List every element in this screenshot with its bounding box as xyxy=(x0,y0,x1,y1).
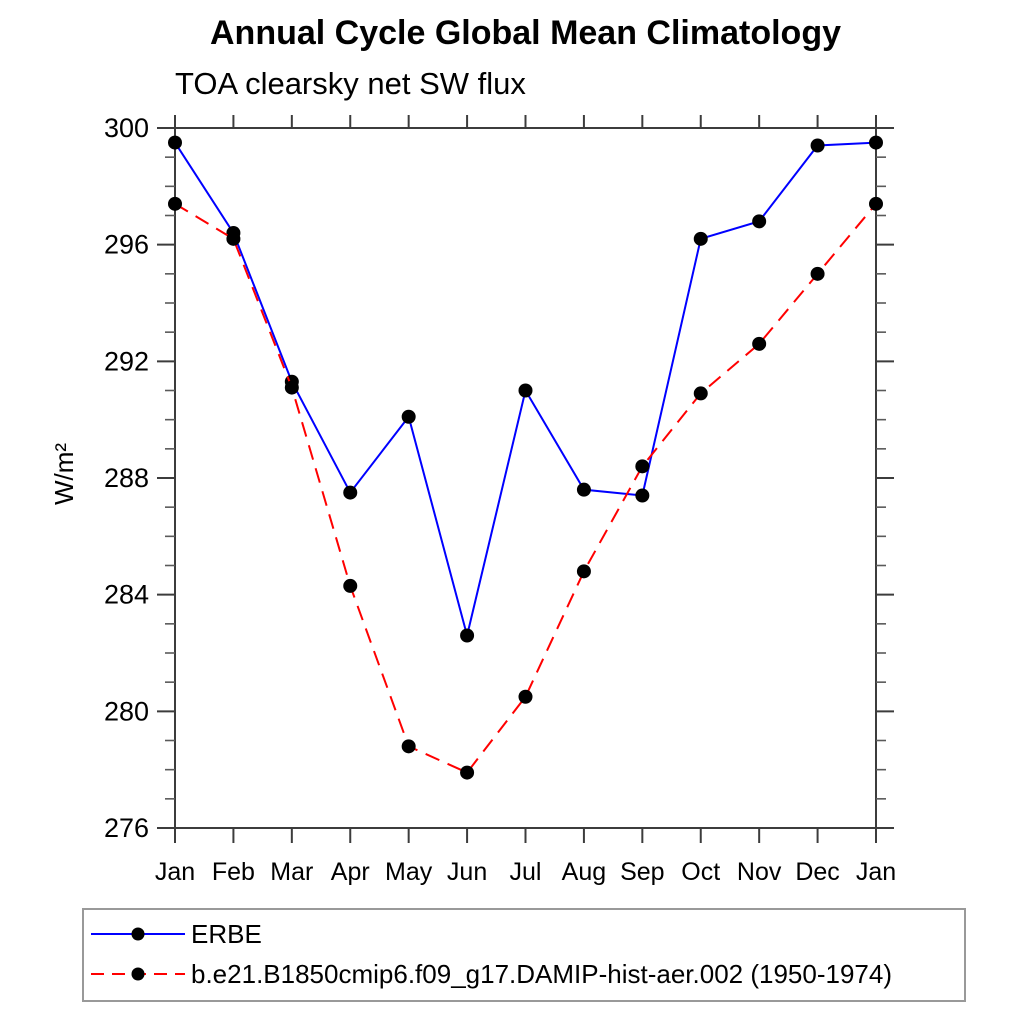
data-point-marker xyxy=(869,196,883,211)
plot-frame xyxy=(174,127,877,829)
y-tick-label: 300 xyxy=(104,113,149,143)
legend-label-model: b.e21.B1850cmip6.f09_g17.DAMIP-hist-aer.… xyxy=(191,958,892,989)
data-point-marker xyxy=(343,578,358,593)
data-point-marker xyxy=(168,135,182,150)
data-point-marker xyxy=(635,459,650,474)
data-point-marker xyxy=(810,138,825,153)
x-tick-label: Jul xyxy=(510,858,542,886)
legend-line-sample-dashed xyxy=(91,967,185,981)
data-point-marker xyxy=(752,214,767,229)
data-point-marker xyxy=(401,409,416,424)
data-point-marker xyxy=(401,739,416,754)
x-tick-label: Jan xyxy=(856,858,896,886)
x-tick-label: Mar xyxy=(270,858,313,886)
x-tick-label: Sep xyxy=(620,858,664,886)
y-tick-label: 296 xyxy=(104,230,149,260)
chart-title: Annual Cycle Global Mean Climatology xyxy=(210,14,841,52)
y-tick-label: 280 xyxy=(104,696,149,726)
data-point-marker xyxy=(518,383,533,398)
legend-label-erbe: ERBE xyxy=(191,918,262,949)
data-point-marker xyxy=(460,765,475,780)
data-point-marker xyxy=(810,266,825,281)
data-point-marker xyxy=(518,689,533,704)
data-point-marker xyxy=(693,386,708,401)
data-point-marker xyxy=(693,231,708,246)
x-tick-label: May xyxy=(385,858,433,886)
y-tick-label: 284 xyxy=(104,580,149,610)
series-line-1 xyxy=(174,202,877,774)
legend-item-erbe: ERBE xyxy=(88,917,964,951)
data-point-marker xyxy=(869,135,883,150)
data-point-marker xyxy=(284,380,299,395)
chart-subtitle: TOA clearsky net SW flux xyxy=(175,66,526,101)
data-point-marker xyxy=(226,231,241,246)
data-point-marker xyxy=(576,482,591,497)
x-tick-label: Oct xyxy=(681,858,720,886)
y-tick-label: 288 xyxy=(104,463,149,493)
y-tick-label: 292 xyxy=(104,346,149,376)
x-tick-label: Apr xyxy=(331,858,370,886)
y-tick-label: 276 xyxy=(104,813,149,843)
legend-box: ERBE b.e21.B1850cmip6.f09_g17.DAMIP-hist… xyxy=(82,908,966,1002)
data-point-marker xyxy=(168,196,182,211)
legend-item-model: b.e21.B1850cmip6.f09_g17.DAMIP-hist-aer.… xyxy=(88,957,964,991)
legend-line-sample-solid xyxy=(91,927,185,941)
data-point-marker xyxy=(343,485,358,500)
x-tick-label: Aug xyxy=(562,858,606,886)
data-point-marker xyxy=(576,564,591,579)
data-point-marker xyxy=(460,628,475,643)
data-point-marker xyxy=(752,336,767,351)
x-tick-label: Jan xyxy=(155,858,195,886)
data-point-marker xyxy=(635,488,650,503)
x-tick-label: Dec xyxy=(795,858,839,886)
x-tick-label: Nov xyxy=(737,858,782,886)
x-tick-label: Jun xyxy=(447,858,487,886)
x-tick-label: Feb xyxy=(212,858,255,886)
